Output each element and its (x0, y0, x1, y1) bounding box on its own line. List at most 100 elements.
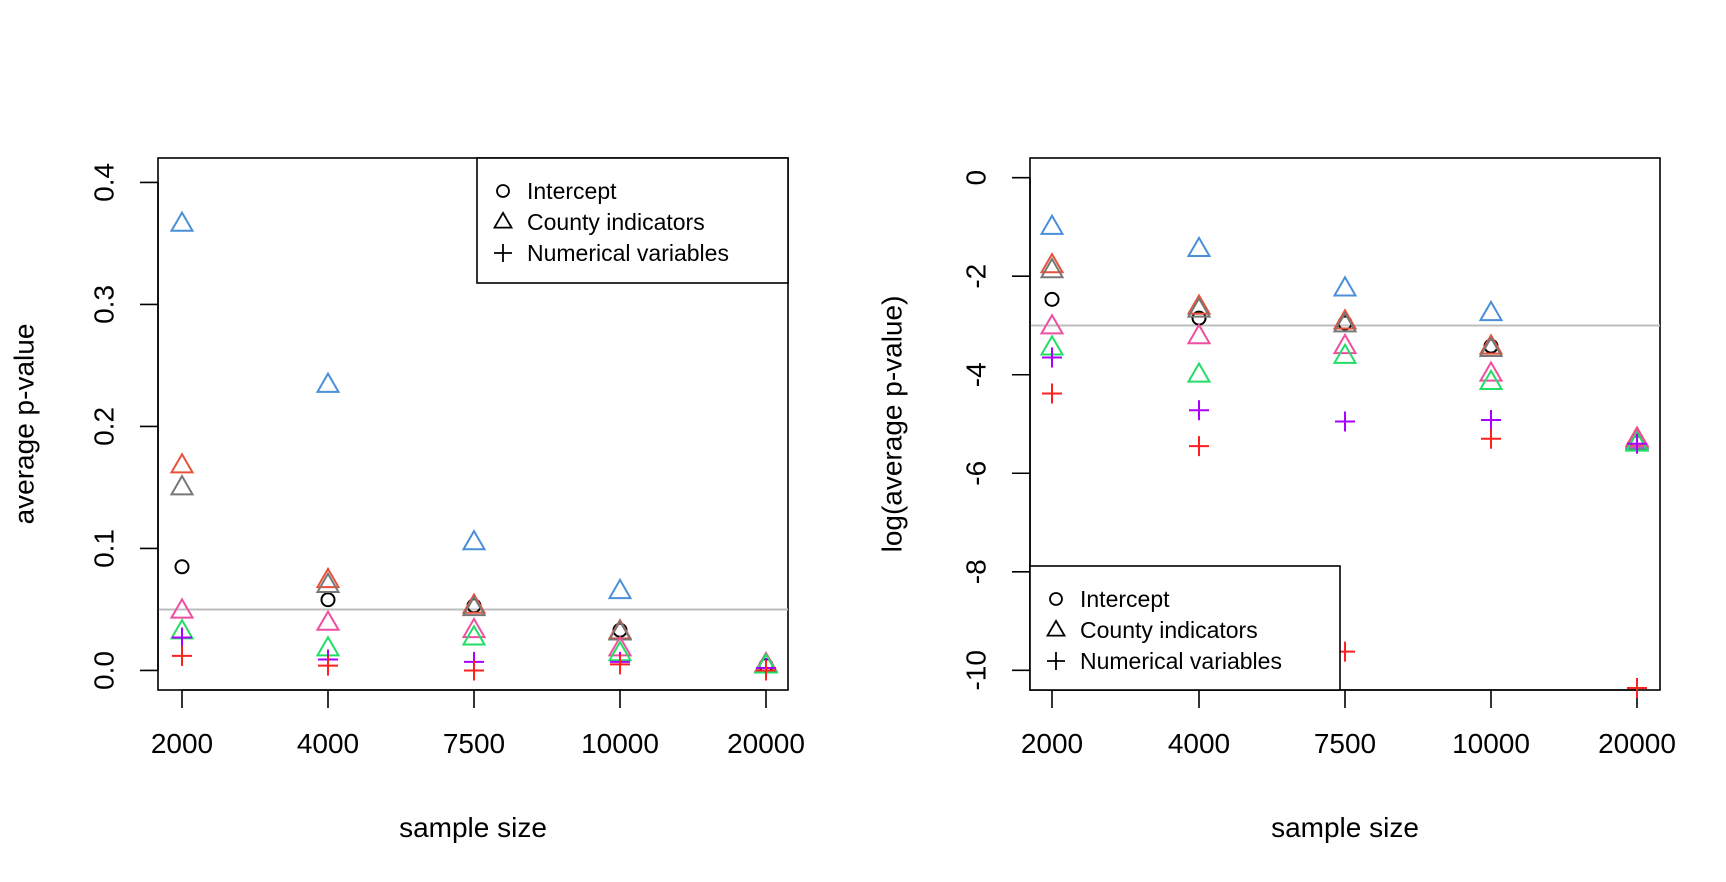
x-axis-title: sample size (399, 812, 547, 843)
x-tick-label: 4000 (1168, 728, 1230, 759)
data-point-triangle (1039, 257, 1065, 279)
right-plot-panel: 0 -2 -4 -6 -8 -10 2000 4000 7500 10000 20000 Inte… (877, 157, 1676, 843)
data-point-triangle (1332, 311, 1358, 333)
y-tick-label: -8 (961, 559, 992, 584)
data-point-triangle (607, 619, 633, 641)
y-tick-label: -4 (961, 362, 992, 387)
x-axis-title: sample size (1271, 812, 1419, 843)
data-points (1039, 213, 1650, 699)
data-point-triangle (1332, 308, 1358, 330)
data-point-triangle (461, 592, 487, 614)
data-point-triangle (315, 571, 341, 593)
x-tick-label: 10000 (1452, 728, 1530, 759)
y-tick-label: 0.1 (89, 529, 120, 568)
x-tick-label: 7500 (1314, 728, 1376, 759)
data-point-triangle (461, 616, 487, 639)
data-point-triangle (1039, 313, 1065, 335)
legend: Intercept County indicators Numerical va… (476, 157, 789, 284)
data-point-triangle (1478, 360, 1504, 382)
data-point-plus (756, 660, 776, 681)
y-tick-label: 0 (961, 170, 992, 186)
data-point-circle (174, 559, 190, 575)
legend-label-intercept: Intercept (1080, 586, 1170, 612)
data-point-plus (1042, 347, 1062, 368)
legend-label-county-indicators: County indicators (527, 209, 705, 235)
data-point-plus (1042, 383, 1062, 404)
x-tick-label: 2000 (1021, 728, 1083, 759)
data-point-triangle (1186, 296, 1212, 318)
data-point-plus (1189, 400, 1209, 421)
data-point-triangle (1332, 342, 1358, 364)
y-tick-label: 0.2 (89, 407, 120, 446)
data-point-circle (320, 592, 336, 608)
data-point-triangle (169, 452, 195, 474)
data-point-triangle (1478, 333, 1504, 355)
data-point-circle (1044, 291, 1060, 307)
data-point-triangle (461, 624, 487, 646)
x-tick-label: 4000 (297, 728, 359, 759)
y-axis: 0 -2 -4 -6 -8 -10 (961, 170, 1031, 691)
data-point-triangle (169, 597, 195, 619)
y-tick-label: 0.0 (89, 651, 120, 690)
data-point-plus (610, 654, 630, 675)
data-point-plus (172, 627, 192, 648)
x-tick-label: 7500 (443, 728, 505, 759)
data-point-triangle (315, 371, 341, 393)
legend-label-numerical-variables: Numerical variables (1080, 648, 1282, 674)
data-point-triangle (1186, 323, 1212, 345)
y-tick-label: -6 (961, 461, 992, 486)
y-tick-label: -2 (961, 264, 992, 289)
legend-triangle-symbol (1045, 619, 1067, 637)
y-axis-title: average p-value (9, 324, 40, 525)
data-point-triangle (1478, 335, 1504, 358)
data-point-triangle (1478, 299, 1504, 322)
legend-circle-symbol (1049, 592, 1063, 606)
data-point-plus (464, 660, 484, 681)
x-axis: 2000 4000 7500 10000 20000 (151, 689, 805, 759)
data-point-triangle (169, 210, 195, 232)
data-point-plus (1189, 436, 1209, 457)
data-point-plus (1335, 411, 1355, 432)
data-point-triangle (461, 529, 487, 551)
data-point-triangle (1332, 275, 1358, 297)
data-point-triangle (1039, 252, 1065, 274)
legend-triangle-symbol (492, 211, 514, 229)
y-axis-title: log(average p-value) (877, 296, 908, 553)
legend-plus-symbol (494, 244, 512, 262)
y-axis: 0.0 0.1 0.2 0.3 0.4 (89, 163, 159, 690)
legend-box (476, 157, 789, 284)
data-point-plus (172, 645, 192, 666)
data-point-plus (1627, 433, 1647, 454)
data-point-plus (1481, 410, 1501, 431)
legend-box (1029, 565, 1341, 691)
left-plot-panel: 0.0 0.1 0.2 0.3 0.4 2000 4000 7500 10000 20000 I… (9, 157, 805, 843)
data-point-triangle (315, 609, 341, 631)
data-points (169, 210, 779, 681)
x-tick-label: 20000 (727, 728, 805, 759)
legend-circle-symbol (496, 184, 510, 198)
data-point-triangle (1332, 332, 1358, 355)
y-tick-label: 0.3 (89, 285, 120, 324)
legend-label-county-indicators: County indicators (1080, 617, 1258, 643)
legend-plus-symbol (1047, 652, 1065, 670)
data-point-plus (1627, 678, 1647, 699)
data-point-triangle (1039, 213, 1065, 235)
y-tick-label: 0.4 (89, 163, 120, 202)
legend-label-intercept: Intercept (527, 178, 617, 204)
data-point-triangle (1186, 361, 1212, 383)
x-tick-label: 20000 (1598, 728, 1676, 759)
data-point-triangle (607, 577, 633, 600)
data-point-triangle (315, 566, 341, 589)
data-point-triangle (1186, 293, 1212, 315)
data-point-triangle (1186, 235, 1212, 258)
data-point-plus (1481, 428, 1501, 449)
legend-label-numerical-variables: Numerical variables (527, 240, 729, 266)
x-axis: 2000 4000 7500 10000 20000 (1021, 689, 1676, 759)
x-tick-label: 2000 (151, 728, 213, 759)
legend: Intercept County indicators Numerical va… (1029, 565, 1341, 691)
data-point-plus (318, 655, 338, 676)
data-point-triangle (461, 594, 487, 617)
data-point-triangle (1478, 368, 1504, 391)
